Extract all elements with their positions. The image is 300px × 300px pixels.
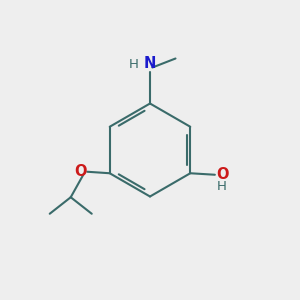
Text: N: N <box>144 56 156 70</box>
Text: H: H <box>129 58 138 71</box>
Text: H: H <box>217 180 226 193</box>
Text: O: O <box>74 164 86 178</box>
Text: O: O <box>216 167 229 182</box>
